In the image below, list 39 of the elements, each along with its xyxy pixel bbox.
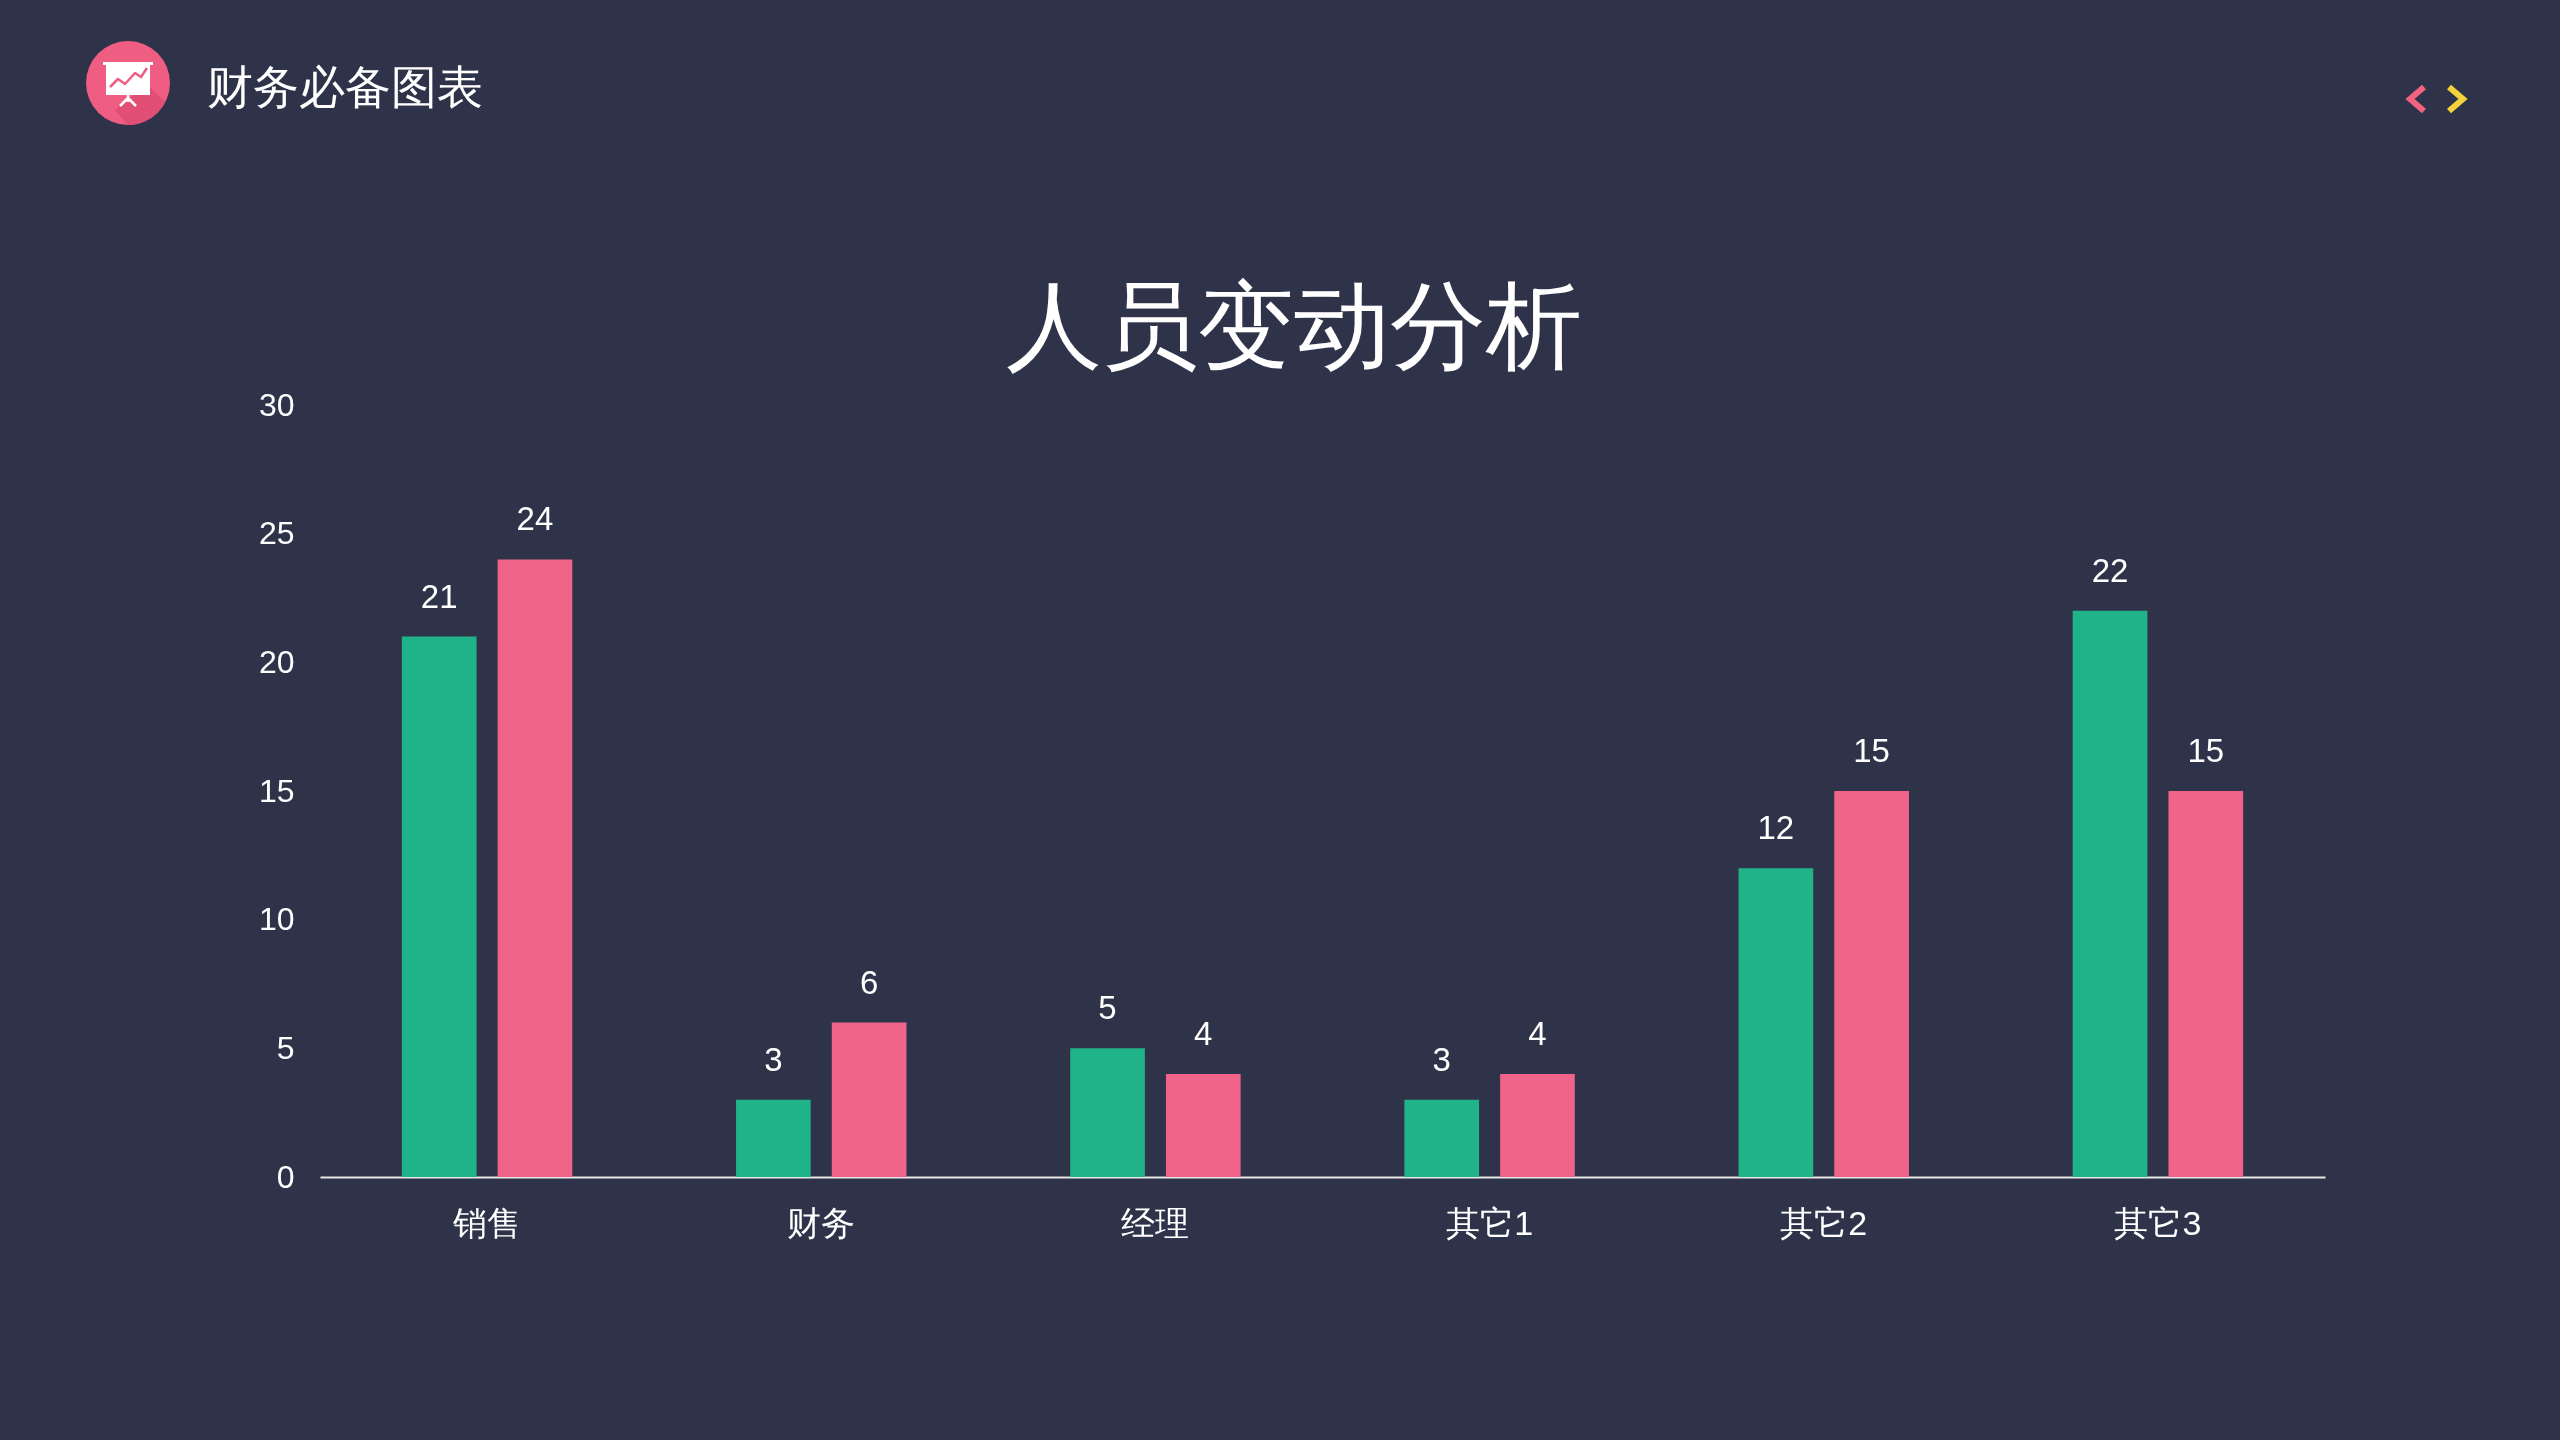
data-label: 5 bbox=[1098, 989, 1117, 1027]
y-tick-label: 10 bbox=[258, 901, 295, 938]
bar bbox=[2072, 610, 2148, 1177]
bar bbox=[736, 1099, 811, 1177]
y-tick-label: 5 bbox=[276, 1029, 295, 1066]
data-label: 12 bbox=[1757, 809, 1795, 847]
y-tick-label: 30 bbox=[258, 386, 295, 423]
data-label: 3 bbox=[764, 1040, 783, 1078]
bar bbox=[401, 636, 477, 1177]
data-label: 6 bbox=[859, 963, 879, 1001]
data-label: 15 bbox=[2187, 732, 2225, 769]
bar bbox=[1404, 1099, 1480, 1177]
y-tick-label: 0 bbox=[276, 1158, 295, 1195]
bar bbox=[497, 559, 573, 1177]
data-label: 15 bbox=[1853, 732, 1890, 769]
data-label: 4 bbox=[1528, 1015, 1547, 1053]
x-tick-label: 其它3 bbox=[2114, 1203, 2202, 1242]
bar bbox=[831, 1022, 907, 1177]
chart-title: 人员变动分析 bbox=[1005, 272, 1582, 379]
bar bbox=[1834, 791, 1909, 1177]
x-tick-label: 其它1 bbox=[1446, 1203, 1534, 1242]
x-tick-label: 经理 bbox=[1121, 1203, 1190, 1242]
data-label: 22 bbox=[2091, 551, 2129, 589]
y-tick-label: 20 bbox=[258, 643, 295, 680]
data-label: 4 bbox=[1194, 1015, 1213, 1053]
data-label: 3 bbox=[1432, 1040, 1451, 1078]
bar bbox=[2168, 791, 2244, 1177]
data-label: 21 bbox=[420, 577, 458, 615]
bar bbox=[1738, 868, 1814, 1177]
x-tick-label: 其它2 bbox=[1780, 1203, 1868, 1242]
bar bbox=[1500, 1074, 1575, 1177]
y-tick-label: 15 bbox=[258, 772, 295, 809]
y-tick-label: 25 bbox=[258, 515, 295, 552]
x-tick-label: 销售 bbox=[452, 1203, 522, 1242]
x-tick-label: 财务 bbox=[787, 1203, 856, 1242]
data-label: 24 bbox=[516, 500, 554, 538]
text: 财务必备图表 bbox=[207, 60, 483, 114]
bar bbox=[1070, 1048, 1145, 1177]
bar bbox=[1165, 1074, 1241, 1177]
